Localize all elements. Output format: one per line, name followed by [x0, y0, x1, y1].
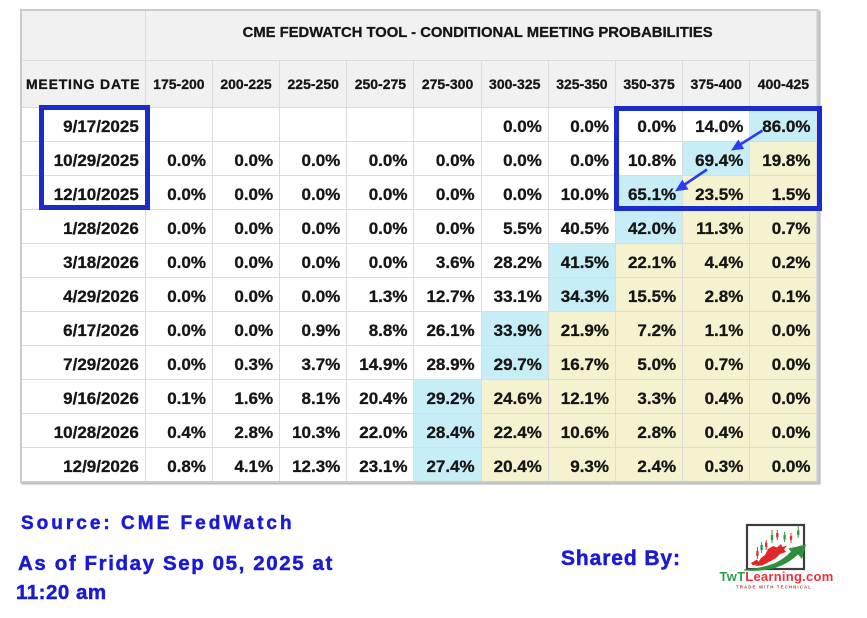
svg-text:TwTLearning.com: TwTLearning.com — [719, 569, 833, 584]
svg-text:TRADE WITH TECHNICAL: TRADE WITH TECHNICAL — [736, 585, 812, 590]
